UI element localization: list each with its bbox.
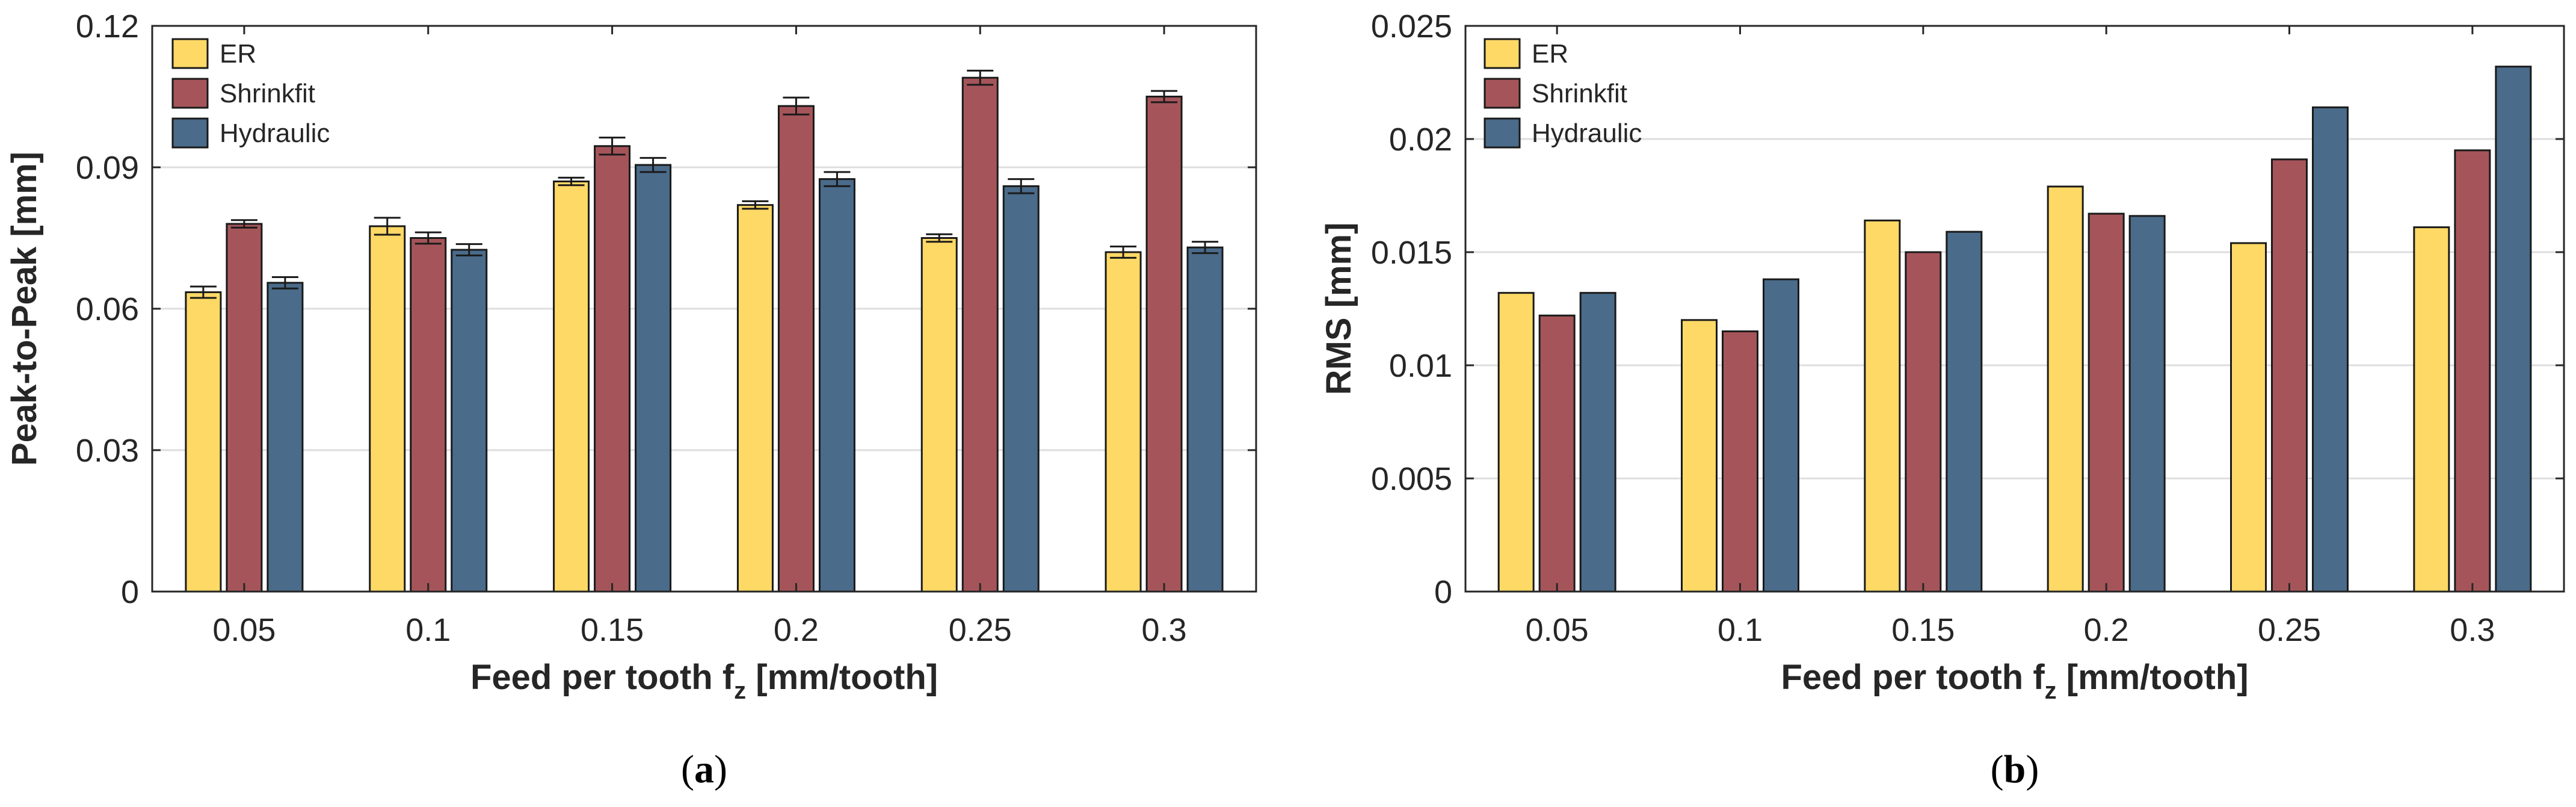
- bar: [369, 225, 406, 593]
- bar: [1002, 185, 1040, 593]
- panel-label-open: (: [1991, 747, 2004, 791]
- x-axis-label-main: Feed per tooth f: [1781, 658, 2045, 697]
- legend-label: Shrinkfit: [220, 79, 315, 108]
- bar: [818, 178, 855, 593]
- bar: [2312, 106, 2349, 593]
- y-tick-label: 0.06: [76, 291, 139, 327]
- bar: [410, 237, 447, 593]
- bar: [226, 223, 263, 593]
- x-axis-label: Feed per tooth fz [mm/tooth]: [470, 658, 938, 704]
- x-axis-label: Feed per tooth fz [mm/tooth]: [1781, 658, 2248, 704]
- bar: [961, 76, 999, 593]
- bar: [1105, 251, 1142, 593]
- bar: [2230, 242, 2267, 593]
- panel-label: (a): [681, 747, 727, 791]
- legend-label: Hydraulic: [220, 119, 330, 148]
- legend-swatch: [171, 78, 209, 109]
- x-tick-label: 0.1: [1718, 612, 1763, 648]
- panel-label-close: ): [2026, 747, 2039, 791]
- x-axis-label-subscript: z: [2045, 678, 2057, 704]
- y-tick-label: 0.02: [1389, 122, 1452, 158]
- bar: [2413, 226, 2450, 593]
- x-axis-label-units: [mm/tooth]: [746, 658, 938, 697]
- bar: [1186, 246, 1224, 593]
- x-tick-label: 0.1: [405, 612, 451, 648]
- legend-swatch: [1484, 78, 1521, 109]
- bar: [1763, 278, 1799, 593]
- x-axis-label-subscript: z: [734, 678, 746, 704]
- y-tick-label: 0.12: [76, 8, 139, 45]
- y-tick-label: 0.03: [76, 433, 139, 469]
- x-tick-label: 0.25: [949, 612, 1012, 648]
- bar: [1681, 319, 1718, 593]
- bar: [594, 145, 631, 593]
- bar: [553, 181, 590, 593]
- x-axis-label-main: Feed per tooth f: [470, 658, 735, 697]
- y-tick-label: 0.005: [1371, 461, 1452, 497]
- x-tick-label: 0.05: [212, 612, 276, 648]
- legend-label: ER: [220, 39, 256, 69]
- panel-a-peak-to-peak-chart: 0 0.03 0.06 0.09 0.12 0.05 0.1 0.15 0.2 0.25 0.3 ER…: [5, 8, 1257, 791]
- x-tick-label: 0.15: [1891, 612, 1955, 648]
- panel-label: (b): [1991, 747, 2039, 791]
- bar: [2454, 149, 2491, 593]
- y-tick-label: 0.025: [1371, 8, 1452, 45]
- y-tick-label: 0.01: [1389, 348, 1452, 384]
- y-tick-label: 0.015: [1371, 235, 1452, 271]
- bar: [2495, 66, 2532, 593]
- bar: [1579, 292, 1616, 593]
- panel-label-letter: b: [2004, 747, 2026, 791]
- y-axis-label: Peak-to-Peak [mm]: [5, 152, 44, 466]
- bar: [635, 164, 672, 593]
- legend-swatch: [1484, 38, 1521, 69]
- x-tick-label: 0.2: [2084, 612, 2129, 648]
- bar: [2128, 215, 2166, 593]
- legend-swatch: [1484, 117, 1521, 149]
- y-tick-label: 0.09: [76, 150, 139, 186]
- y-tick-label: 0: [1434, 574, 1452, 610]
- bar: [267, 282, 304, 593]
- legend-swatch: [171, 117, 209, 149]
- x-tick-label: 0.2: [774, 612, 819, 648]
- bar: [2088, 212, 2125, 593]
- bar: [185, 291, 222, 593]
- bar: [1905, 251, 1942, 593]
- panel-label-close: ): [714, 747, 727, 791]
- x-tick-label: 0.15: [581, 612, 644, 648]
- x-tick-label: 0.05: [1526, 612, 1589, 648]
- plot-frame: [151, 25, 1257, 593]
- y-axis-label: RMS [mm]: [1319, 223, 1358, 395]
- bar: [1864, 219, 1901, 593]
- bar: [1538, 314, 1576, 593]
- panel-label-open: (: [681, 747, 694, 791]
- legend-label: ER: [1532, 39, 1568, 69]
- bar: [451, 249, 488, 593]
- panel-label-letter: a: [694, 747, 714, 791]
- y-tick-label: 0: [121, 574, 139, 610]
- bar: [920, 237, 958, 593]
- legend-label: Hydraulic: [1532, 119, 1642, 148]
- bar: [2271, 158, 2308, 593]
- x-axis-label-units: [mm/tooth]: [2057, 658, 2249, 697]
- bar: [2047, 185, 2084, 593]
- plot-area: [1465, 26, 2564, 592]
- legend-label: Shrinkfit: [1532, 79, 1627, 108]
- x-tick-label: 0.3: [2450, 612, 2495, 648]
- bar: [736, 204, 774, 593]
- bar: [1145, 96, 1183, 593]
- x-tick-label: 0.25: [2258, 612, 2321, 648]
- bar: [1946, 230, 1983, 593]
- bar: [1722, 330, 1758, 593]
- x-tick-label: 0.3: [1142, 612, 1187, 648]
- bar: [777, 105, 815, 593]
- panel-b-rms-chart: 0 0.005 0.01 0.015 0.02 0.025 0.05 0.1 0.15 0.2 0.…: [1319, 8, 2565, 791]
- legend-swatch: [171, 38, 209, 69]
- bar: [1497, 292, 1535, 593]
- plot-frame: [1464, 25, 2565, 593]
